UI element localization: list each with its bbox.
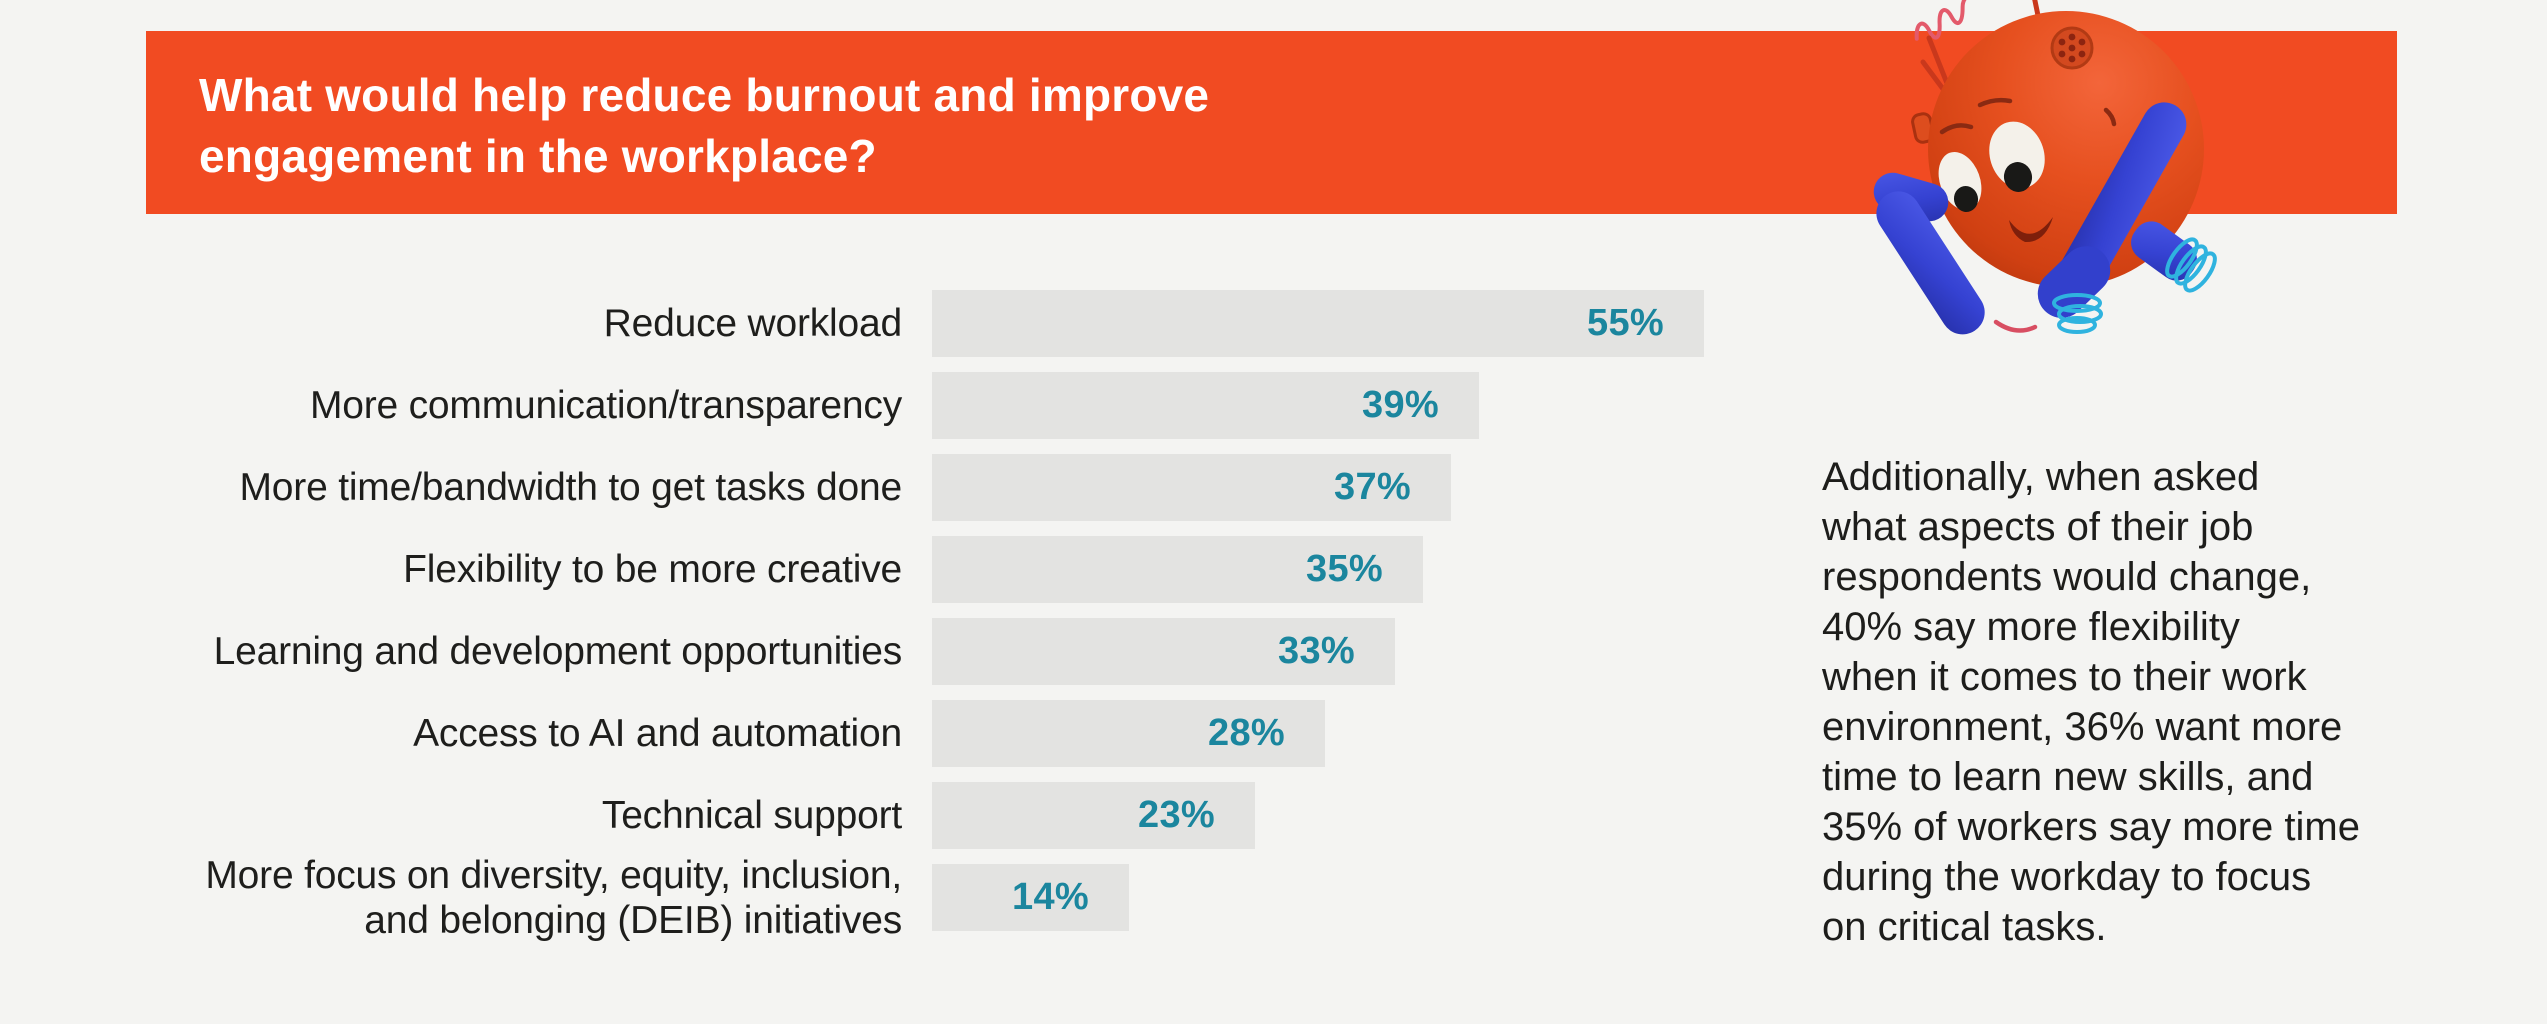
bar-label: Learning and development opportunities (213, 630, 903, 673)
bar-value: 39% (1362, 384, 1439, 426)
side-note-line: 40% say more flexibility (1822, 605, 2240, 649)
chart-row: Learning and development opportunities 33… (0, 618, 1760, 685)
bar-label: Reduce workload (603, 302, 903, 345)
chart-rows: Reduce workload 55% More communication/tra… (0, 290, 1760, 942)
side-note-line: on critical tasks. (1822, 905, 2107, 949)
side-note-line: respondents would change, (1822, 555, 2312, 599)
robot-mouth (2009, 217, 2053, 243)
robot-eyes (1938, 121, 2045, 212)
robot-mascot-illustration (1873, 0, 2217, 335)
bar-value: 33% (1278, 630, 1355, 672)
bar: 14% (932, 864, 1129, 931)
banner-title-line-1: What would help reduce burnout and impro… (199, 69, 1210, 121)
bar-value: 37% (1334, 466, 1411, 508)
speaker-icon (2050, 26, 2094, 70)
chart-row: More communication/transparency 39% (0, 372, 1760, 439)
side-note: Additionally, when asked what aspects of … (1822, 452, 2422, 952)
chart-row: More focus on diversity, equity, inclusi… (0, 854, 1760, 942)
side-note-line: environment, 36% want more (1822, 705, 2343, 749)
bar: 35% (932, 536, 1423, 603)
bar: 39% (932, 372, 1479, 439)
side-note-line: time to learn new skills, and (1822, 755, 2314, 799)
red-curve-doodle (1993, 319, 2038, 333)
chart-row: Technical support 23% (0, 782, 1760, 849)
chart-row: Flexibility to be more creative 35% (0, 536, 1760, 603)
side-note-line: during the workday to focus (1822, 855, 2312, 899)
bar-value: 14% (1012, 876, 1089, 918)
robot-left-arm (1873, 172, 1985, 335)
chart-row: Access to AI and automation 28% (0, 700, 1760, 767)
bar-value: 35% (1306, 548, 1383, 590)
bar-label: More focus on diversity, equity, inclusi… (205, 853, 902, 942)
spring-icon (2052, 293, 2103, 334)
bar-value: 28% (1208, 712, 1285, 754)
side-note-line: when it comes to their work (1822, 655, 2307, 699)
chart-row: More time/bandwidth to get tasks done 37% (0, 454, 1760, 521)
bar-value: 55% (1587, 302, 1664, 344)
bar: 23% (932, 782, 1255, 849)
bar: 28% (932, 700, 1325, 767)
bar-label: Flexibility to be more creative (403, 548, 902, 591)
bar: 33% (932, 618, 1395, 685)
side-note-line: Additionally, when asked (1822, 455, 2260, 499)
bar: 55% (932, 290, 1704, 357)
robot-foot-coil (2131, 221, 2217, 293)
bar-label: More time/bandwidth to get tasks done (239, 466, 903, 509)
banner-title-line-2: engagement in the workplace? (199, 130, 877, 182)
robot-eyebrows (1939, 97, 2117, 135)
bar-label: More communication/transparency (309, 384, 902, 427)
bar-label: Access to AI and automation (413, 712, 902, 755)
pink-squiggle-doodle (1914, 0, 1978, 41)
side-note-line: 35% of workers say more time (1822, 805, 2360, 849)
chart-row: Reduce workload 55% (0, 290, 1760, 357)
bar-label: Technical support (601, 794, 902, 837)
bar-value: 23% (1138, 794, 1215, 836)
burnout-bar-chart: Reduce workload 55% More communication/tra… (0, 290, 1760, 946)
side-note-line: what aspects of their job (1822, 505, 2254, 549)
bar: 37% (932, 454, 1451, 521)
